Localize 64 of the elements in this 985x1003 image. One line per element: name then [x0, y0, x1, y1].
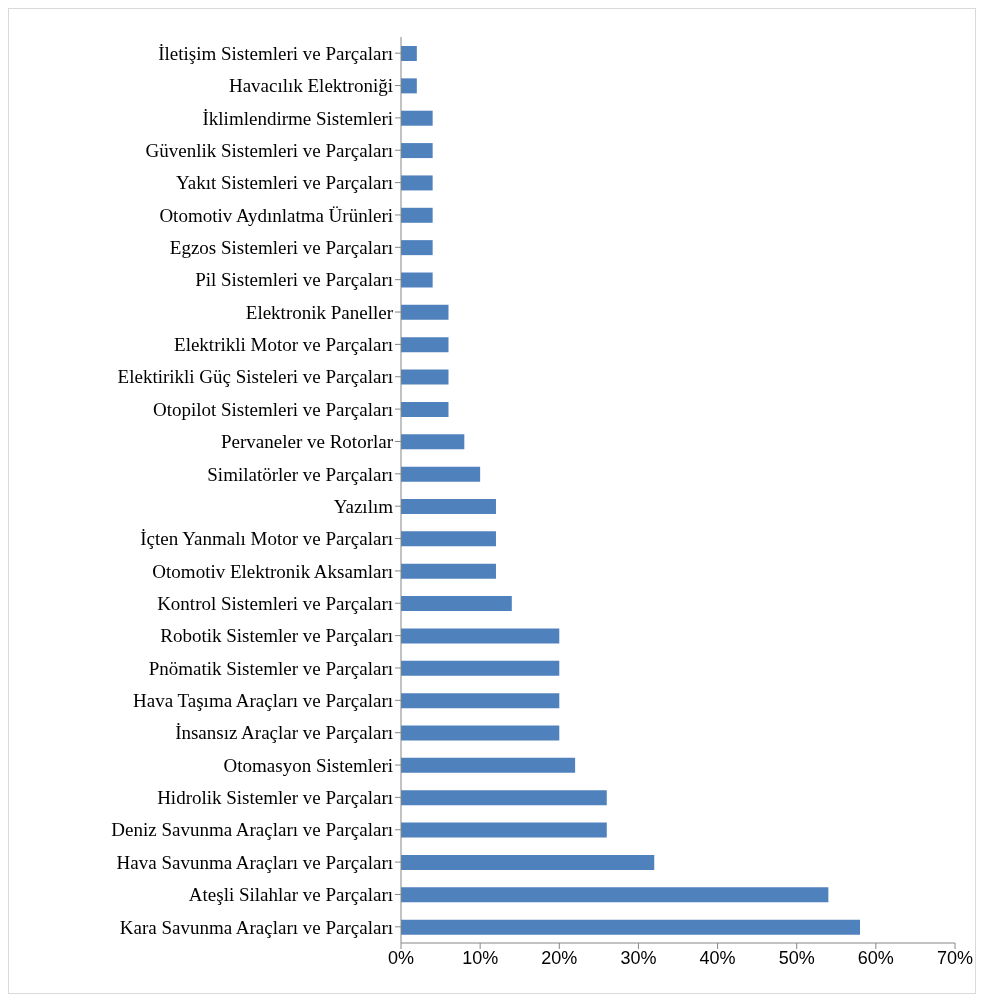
bar [401, 466, 481, 482]
bar [401, 434, 465, 450]
x-tick-label: 50% [778, 947, 815, 968]
bar [401, 46, 417, 61]
y-tick-label: Havacılık Elektroniği [228, 75, 393, 97]
y-tick-label: Similatörler ve Parçaları [207, 463, 393, 485]
x-tick-label: 70% [936, 947, 974, 968]
bar [401, 725, 560, 741]
y-tick-label: Elektirikli Güç Sisteleri ve Parçaları [117, 366, 393, 388]
bar [401, 272, 433, 288]
bar [401, 693, 560, 709]
y-tick-label: Otomotiv Aydınlatma Ürünleri [159, 204, 393, 226]
bar [401, 304, 449, 320]
bar [401, 919, 861, 935]
bar [401, 143, 433, 159]
bar [401, 78, 417, 94]
bar [401, 563, 496, 579]
y-tick-label: Deniz Savunma Araçları ve Parçaları [111, 819, 393, 841]
bar [401, 531, 496, 547]
y-tick-label: Yazılım [333, 495, 394, 517]
bar [401, 757, 576, 773]
y-tick-label: Otomotiv Elektronik Aksamları [152, 560, 393, 582]
y-tick-label: Kontrol Sistemleri ve Parçaları [157, 592, 393, 614]
y-tick-label: Yakıt Sistemleri ve Parçaları [175, 172, 393, 194]
y-tick-label: Hidrolik Sistemler ve Parçaları [157, 787, 393, 809]
bar [401, 337, 449, 353]
y-tick-label: İçten Yanmalı Motor ve Parçaları [140, 528, 393, 550]
y-tick-label: Robotik Sistemler ve Parçaları [160, 625, 393, 647]
bar [401, 110, 433, 126]
x-tick-label: 40% [699, 947, 736, 968]
y-tick-label: İnsansız Araçlar ve Parçaları [175, 722, 393, 744]
y-tick-label: Otopilot Sistemleri ve Parçaları [152, 398, 393, 420]
y-tick-label: Kara Savunma Araçları ve Parçaları [119, 916, 393, 938]
y-tick-label: Egzos Sistemleri ve Parçaları [169, 237, 393, 259]
x-tick-label: 10% [462, 947, 499, 968]
y-tick-label: Elektrikli Motor ve Parçaları [174, 334, 393, 356]
x-tick-label: 0% [387, 947, 415, 968]
x-tick-label: 60% [857, 947, 894, 968]
bar [401, 240, 433, 256]
bar [401, 822, 607, 838]
y-tick-label: Ateşli Silahlar ve Parçaları [188, 884, 393, 906]
y-tick-label: İletişim Sistemleri ve Parçaları [158, 42, 393, 64]
bar [401, 175, 433, 191]
y-tick-label: Pnömatik Sistemler ve Parçaları [148, 657, 393, 679]
x-tick-label: 20% [541, 947, 578, 968]
y-tick-label: İklimlendirme Sistemleri [202, 107, 393, 129]
y-tick-label: Hava Taşıma Araçları ve Parçaları [133, 690, 393, 712]
bar [401, 854, 655, 870]
bar [401, 401, 449, 417]
bar [401, 790, 607, 806]
bar [401, 660, 560, 676]
x-tick-label: 30% [620, 947, 657, 968]
bar [401, 596, 512, 612]
bar [401, 887, 829, 903]
y-tick-label: Elektronik Paneller [245, 301, 394, 323]
y-tick-label: Pil Sistemleri ve Parçaları [195, 269, 393, 291]
y-tick-label: Otomasyon Sistemleri [223, 754, 393, 776]
y-tick-label: Hava Savunma Araçları ve Parçaları [116, 851, 393, 873]
bar [401, 628, 560, 644]
y-tick-label: Pervaneler ve Rotorlar [221, 431, 394, 453]
bar [401, 499, 496, 514]
bar [401, 207, 433, 223]
bar [401, 369, 449, 385]
y-tick-label: Güvenlik Sistemleri ve Parçaları [145, 139, 393, 161]
